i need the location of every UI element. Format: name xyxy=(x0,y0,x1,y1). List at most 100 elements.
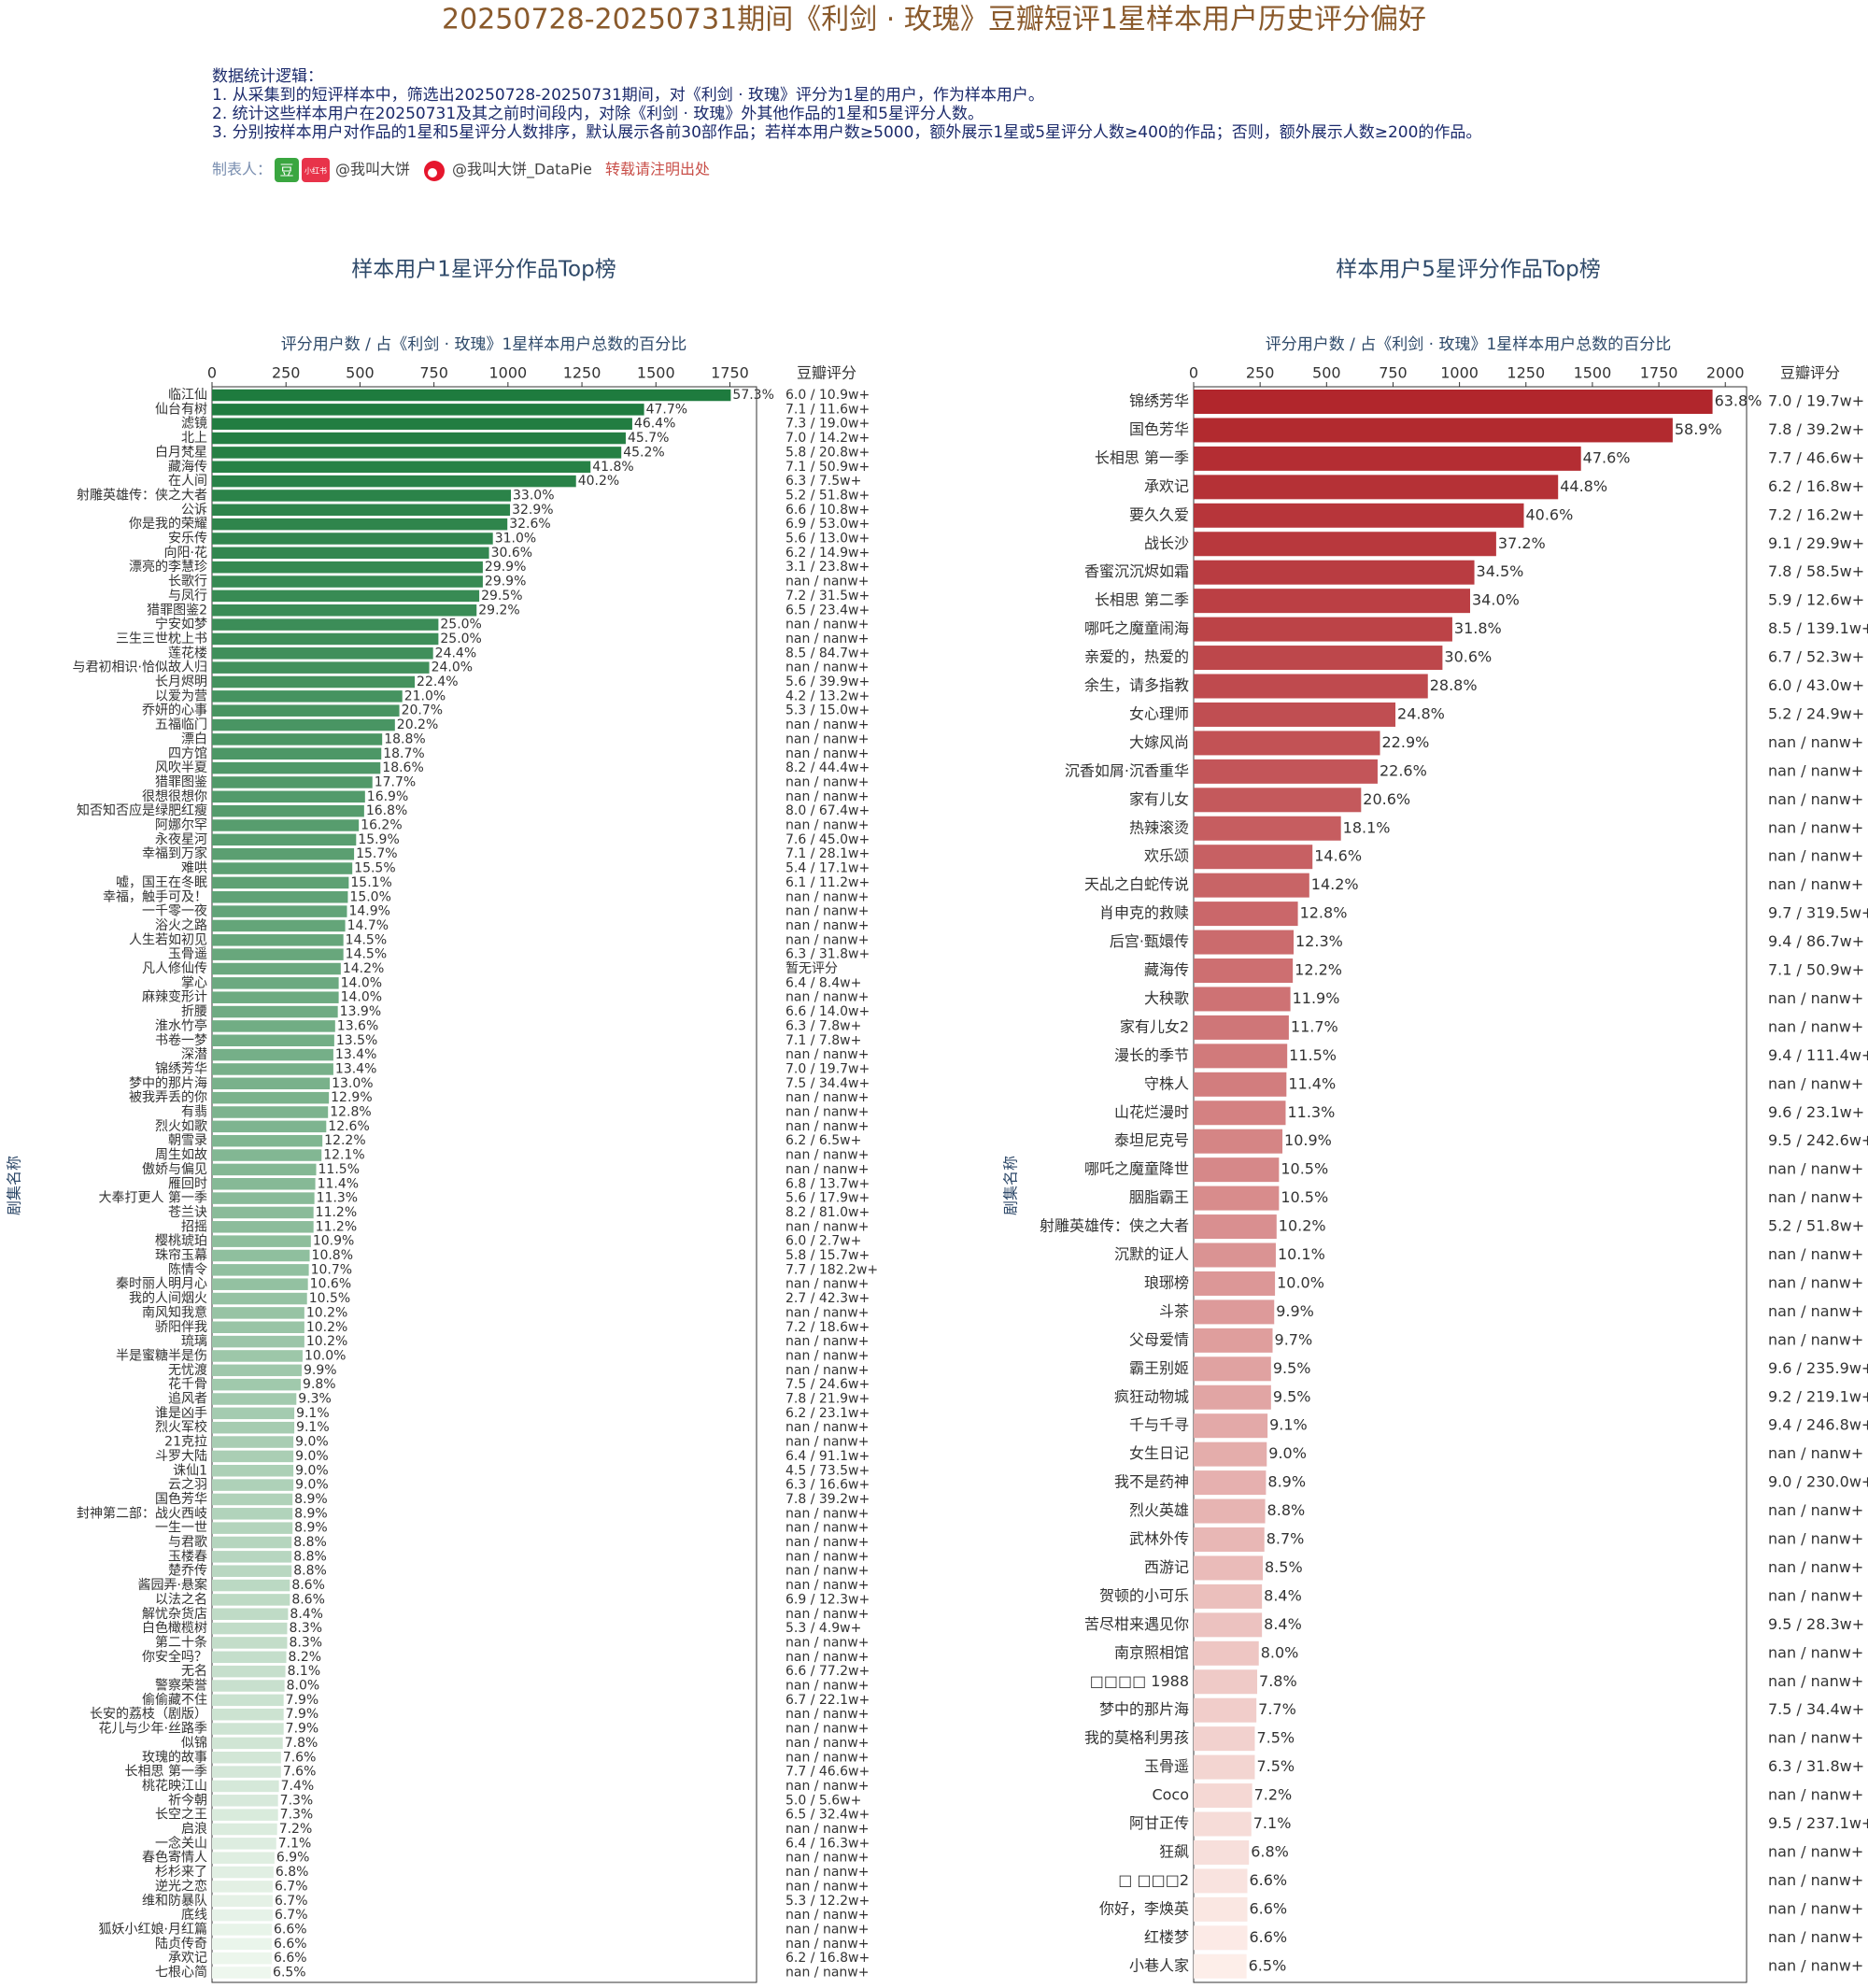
score-label: 9.1 / 29.9w+ xyxy=(1768,534,1864,552)
bar xyxy=(1194,617,1452,642)
bar xyxy=(212,1249,310,1262)
category-label: 藏海传 xyxy=(1144,961,1189,979)
score-label: nan / nanw+ xyxy=(785,1937,869,1952)
bar xyxy=(212,1063,333,1075)
weibo-icon-eye xyxy=(428,168,437,178)
category-label: 21克拉 xyxy=(164,1435,207,1450)
category-label: 云之羽 xyxy=(168,1478,207,1493)
x-axis-label: 评分用户数 / 占《利剑 · 玫瑰》1星样本用户总数的百分比 xyxy=(281,335,687,354)
value-label: 8.3% xyxy=(289,1635,322,1650)
category-label: 一生一世 xyxy=(155,1521,207,1536)
score-label: 8.0 / 67.4w+ xyxy=(785,803,870,818)
value-label: 40.6% xyxy=(1525,505,1573,523)
bar xyxy=(212,1307,304,1319)
x-tick-label: 2000 xyxy=(1706,364,1745,382)
value-label: 34.5% xyxy=(1477,562,1524,580)
bar xyxy=(212,1651,287,1664)
score-label: nan / nanw+ xyxy=(785,717,869,732)
bar xyxy=(212,504,511,517)
score-label: 2.7 / 42.3w+ xyxy=(785,1291,870,1306)
score-label: 9.2 / 219.1w+ xyxy=(1768,1387,1868,1405)
bar xyxy=(212,1120,327,1133)
bar xyxy=(212,647,433,660)
category-label: 在人间 xyxy=(168,474,207,489)
bar xyxy=(212,518,508,531)
value-label: 8.4% xyxy=(290,1607,323,1622)
score-label: nan / nanw+ xyxy=(1768,1842,1863,1860)
category-label: 酱园弄·悬案 xyxy=(138,1577,207,1593)
x-tick-label: 0 xyxy=(1189,364,1198,382)
value-label: 11.5% xyxy=(318,1162,360,1177)
bar xyxy=(212,1378,302,1391)
value-label: 18.7% xyxy=(383,746,424,761)
category-label: 锦绣芳华 xyxy=(1129,392,1189,410)
bar xyxy=(212,1178,316,1190)
xhs-name: @我叫大饼 xyxy=(335,161,410,178)
value-label: 15.7% xyxy=(356,846,397,861)
bar xyxy=(212,776,373,788)
value-label: 7.3% xyxy=(280,1793,314,1808)
score-label: nan / nanw+ xyxy=(1768,733,1863,751)
bar xyxy=(1194,560,1475,585)
score-label: nan / nanw+ xyxy=(785,1105,869,1120)
score-label: 6.0 / 10.9w+ xyxy=(785,388,870,403)
bar xyxy=(212,1823,277,1836)
value-label: 15.9% xyxy=(358,832,399,847)
bar xyxy=(212,761,381,774)
score-label: 7.8 / 39.2w+ xyxy=(785,1492,870,1507)
x-tick-label: 500 xyxy=(1312,364,1341,382)
bar xyxy=(212,1350,303,1362)
value-label: 9.1% xyxy=(296,1420,330,1435)
value-label: 7.5% xyxy=(1256,1729,1295,1747)
score-label: nan / nanw+ xyxy=(1768,847,1863,865)
category-label: 长安的荔枝（剧版） xyxy=(90,1707,207,1722)
category-label: 你安全吗？ xyxy=(142,1649,207,1665)
value-label: 9.9% xyxy=(304,1363,337,1378)
value-label: 6.7% xyxy=(275,1879,308,1894)
bar xyxy=(1194,1441,1267,1467)
score-label: nan / nanw+ xyxy=(785,746,869,761)
bar xyxy=(1194,475,1559,500)
douban-text: 豆 xyxy=(279,163,293,179)
value-label: 8.7% xyxy=(1267,1530,1305,1548)
category-label: 樱桃琥珀 xyxy=(155,1233,207,1249)
score-label: 7.7 / 182.2w+ xyxy=(785,1262,878,1277)
bar xyxy=(212,1766,281,1778)
score-label: nan / nanw+ xyxy=(785,1277,869,1292)
chart-title: 样本用户5星评分作品Top榜 xyxy=(1336,258,1600,282)
bar xyxy=(212,661,430,674)
value-label: 25.0% xyxy=(440,632,481,646)
category-label: 红楼梦 xyxy=(1144,1928,1189,1946)
value-label: 7.1% xyxy=(278,1836,312,1851)
x-axis-label: 评分用户数 / 占《利剑 · 玫瑰》1星样本用户总数的百分比 xyxy=(1266,335,1672,354)
score-label: 6.9 / 53.0w+ xyxy=(785,517,870,532)
value-label: 29.9% xyxy=(485,560,526,575)
category-label: 诛仙1 xyxy=(173,1463,207,1478)
score-label: nan / nanw+ xyxy=(1768,1899,1863,1917)
score-label: nan / nanw+ xyxy=(785,618,869,632)
value-label: 12.9% xyxy=(331,1090,372,1105)
bar xyxy=(212,833,357,846)
bar xyxy=(212,404,644,416)
category-label: 长相思 第一季 xyxy=(1095,448,1189,466)
score-label: nan / nanw+ xyxy=(785,1822,869,1837)
category-label: 我不是药神 xyxy=(1114,1473,1189,1491)
bar xyxy=(212,747,382,760)
category-label: 家有儿女 xyxy=(1129,790,1189,808)
score-label: 9.7 / 319.5w+ xyxy=(1768,904,1868,922)
category-label: 南京照相馆 xyxy=(1114,1643,1189,1661)
bar xyxy=(212,604,477,617)
value-label: 25.0% xyxy=(440,618,481,632)
category-label: 陆贞传奇 xyxy=(155,1936,207,1952)
category-label: 四方馆 xyxy=(168,746,207,761)
score-label: nan / nanw+ xyxy=(785,1219,869,1234)
score-label: 3.1 / 23.8w+ xyxy=(785,560,870,575)
category-label: 幸福，触手可及！ xyxy=(103,889,207,904)
value-label: 15.5% xyxy=(354,861,395,876)
category-label: 永夜星河 xyxy=(155,832,207,847)
bar xyxy=(212,1852,275,1864)
bar xyxy=(212,1264,309,1276)
category-label: 与君初相识·恰似故人归 xyxy=(73,660,207,675)
bar xyxy=(212,891,348,903)
bar xyxy=(212,1335,304,1348)
